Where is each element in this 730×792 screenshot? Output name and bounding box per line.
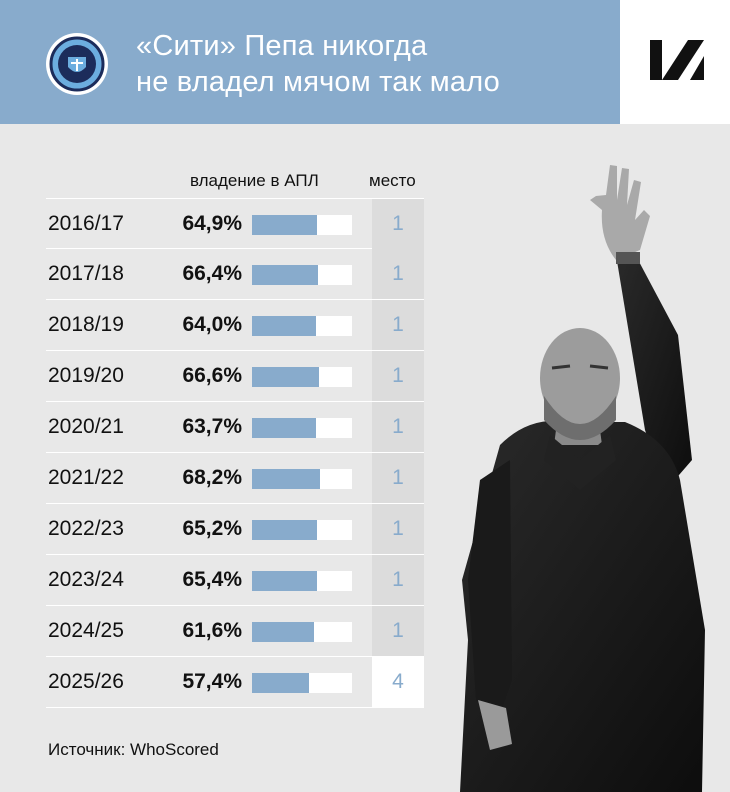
place-value: 1 — [372, 504, 424, 554]
possession-bar-track — [252, 622, 352, 642]
place-value: 1 — [372, 249, 424, 299]
possession-value: 65,4% — [182, 568, 242, 591]
header-banner: «Сити» Пепа никогда не владел мячом так … — [0, 0, 620, 124]
place-value: 1 — [372, 402, 424, 452]
possession-value: 64,0% — [182, 313, 242, 336]
possession-bar — [252, 469, 321, 489]
season-label: 2017/18 — [48, 262, 124, 285]
manchester-city-crest-logo — [46, 33, 108, 95]
table-row: 2024/25 61,6% 1 — [46, 606, 424, 657]
page-title: «Сити» Пепа никогда не владел мячом так … — [136, 28, 500, 100]
place-value: 1 — [372, 199, 424, 249]
possession-table: 2016/17 64,9% 1 2017/18 66,4% 1 2018/19 64,0% 1 2… — [46, 198, 424, 708]
possession-bar-track — [252, 571, 352, 591]
possession-bar — [252, 418, 316, 438]
season-label: 2022/23 — [48, 517, 124, 540]
possession-bar — [252, 265, 319, 285]
possession-bar — [252, 622, 314, 642]
possession-bar — [252, 215, 317, 235]
possession-value: 66,4% — [182, 262, 242, 285]
possession-value: 65,2% — [182, 517, 242, 540]
possession-bar-track — [252, 367, 352, 387]
table-row: 2020/21 63,7% 1 — [46, 402, 424, 453]
table-row: 2022/23 65,2% 1 — [46, 504, 424, 555]
place-value: 1 — [372, 300, 424, 350]
publisher-logo — [620, 0, 730, 124]
place-value: 4 — [372, 657, 424, 707]
season-label: 2025/26 — [48, 670, 124, 693]
place-value: 1 — [372, 453, 424, 503]
possession-value: 64,9% — [182, 212, 242, 235]
possession-value: 68,2% — [182, 466, 242, 489]
possession-bar-track — [252, 520, 352, 540]
season-label: 2018/19 — [48, 313, 124, 336]
possession-bar — [252, 673, 310, 693]
place-value: 1 — [372, 555, 424, 605]
possession-bar-track — [252, 469, 352, 489]
coach-photo — [460, 165, 705, 792]
season-label: 2023/24 — [48, 568, 124, 591]
possession-bar — [252, 520, 318, 540]
season-label: 2019/20 — [48, 364, 124, 387]
title-line-1: «Сити» Пепа никогда — [136, 30, 428, 62]
possession-bar-track — [252, 418, 352, 438]
possession-bar-track — [252, 215, 352, 235]
season-label: 2016/17 — [48, 212, 124, 235]
table-row: 2016/17 64,9% 1 — [46, 198, 424, 249]
possession-bar-track — [252, 265, 352, 285]
table-row: 2019/20 66,6% 1 — [46, 351, 424, 402]
table-row: 2018/19 64,0% 1 — [46, 300, 424, 351]
possession-bar — [252, 367, 319, 387]
table-row: 2017/18 66,4% 1 — [46, 249, 424, 300]
table-row: 2023/24 65,4% 1 — [46, 555, 424, 606]
possession-value: 66,6% — [182, 364, 242, 387]
possession-bar-track — [252, 673, 352, 693]
possession-bar-track — [252, 316, 352, 336]
column-header-possession: владение в АПЛ — [190, 171, 319, 190]
possession-value: 63,7% — [182, 415, 242, 438]
possession-value: 61,6% — [182, 619, 242, 642]
possession-bar — [252, 316, 316, 336]
table-row: 2021/22 68,2% 1 — [46, 453, 424, 504]
column-header-place: место — [369, 171, 416, 190]
title-line-2: не владел мячом так мало — [136, 66, 501, 98]
season-label: 2024/25 — [48, 619, 124, 642]
place-value: 1 — [372, 606, 424, 656]
table-row: 2025/26 57,4% 4 — [46, 657, 424, 708]
place-value: 1 — [372, 351, 424, 401]
possession-value: 57,4% — [182, 670, 242, 693]
publisher-logo-icon — [650, 40, 704, 80]
source-note: Источник: WhoScored — [48, 740, 219, 759]
season-label: 2021/22 — [48, 466, 124, 489]
possession-bar — [252, 571, 318, 591]
season-label: 2020/21 — [48, 415, 124, 438]
